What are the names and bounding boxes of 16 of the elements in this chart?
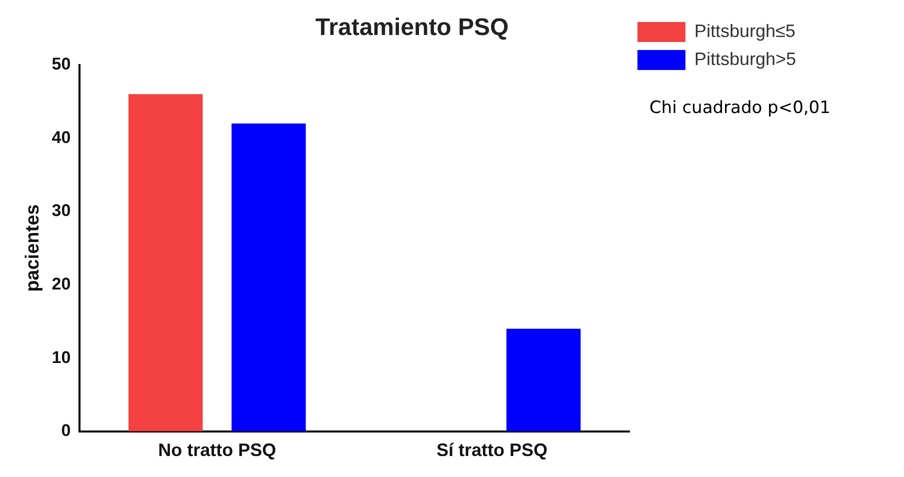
bar: [232, 123, 306, 432]
y-tick-label: 0: [61, 421, 71, 440]
legend-label: Pittsburgh≤5: [694, 20, 796, 41]
bar: [506, 328, 581, 432]
legend-label: Pittsburgh>5: [694, 48, 796, 69]
y-tick-label: 10: [52, 348, 71, 367]
y-tick-label: 20: [52, 274, 71, 294]
y-tick-label: 50: [52, 54, 71, 74]
y-tick-label: 30: [52, 201, 71, 220]
x-tick-label: No tratto PSQ: [158, 440, 276, 460]
text: Chi cuadrado p<0,01: [649, 98, 830, 118]
chart-title: Tratamiento PSQ: [315, 14, 509, 42]
y-axis-title: pacientes: [22, 204, 44, 292]
x-tick-label: Sí tratto PSQ: [436, 440, 548, 460]
bar: [128, 94, 203, 432]
y-tick-label: 40: [52, 128, 71, 147]
